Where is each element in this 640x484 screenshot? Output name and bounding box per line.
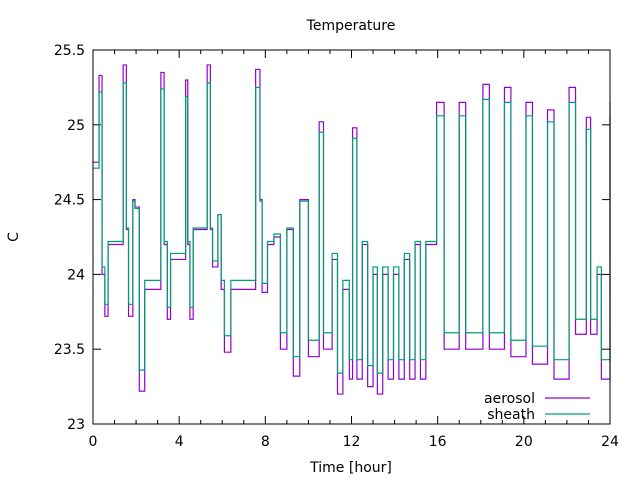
y-tick-label: 24.5 [54, 193, 85, 209]
x-tick-label: 0 [89, 434, 98, 450]
chart-title: Temperature [306, 18, 396, 34]
x-tick-label: 16 [429, 434, 447, 450]
legend-label-aerosol: aerosol [484, 391, 535, 407]
x-tick-label: 24 [601, 434, 619, 450]
x-tick-label: 8 [261, 434, 270, 450]
series-line-sheath [93, 82, 611, 374]
y-tick-label: 24 [67, 267, 85, 283]
y-axis-label: C [6, 232, 22, 242]
x-tick-label: 12 [343, 434, 361, 450]
x-axis-label: Time [hour] [309, 460, 392, 476]
y-tick-label: 25 [67, 118, 85, 134]
y-tick-label: 25.5 [54, 43, 85, 59]
plot-frame [92, 49, 611, 425]
x-tick-label: 4 [175, 434, 184, 450]
legend-label-sheath: sheath [487, 407, 535, 423]
x-tick-label: 20 [515, 434, 533, 450]
y-tick-label: 23 [67, 417, 85, 433]
y-tick-label: 23.5 [54, 342, 85, 358]
